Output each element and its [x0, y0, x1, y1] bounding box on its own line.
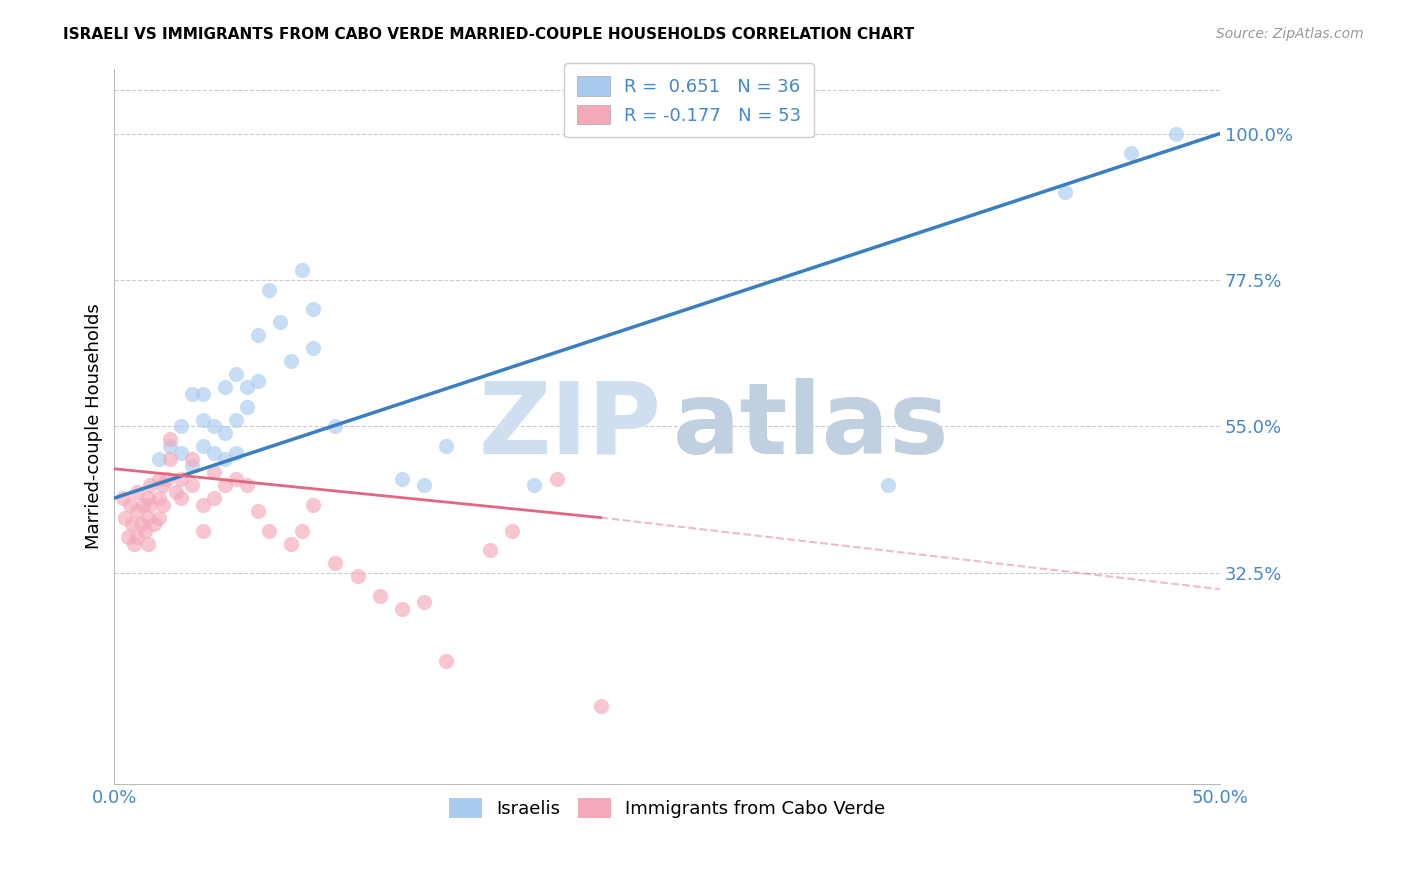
Point	[156, 471, 179, 485]
Point	[124, 536, 146, 550]
Point	[214, 380, 236, 394]
Point	[214, 452, 236, 467]
Point	[325, 556, 347, 570]
Point	[152, 498, 174, 512]
Point	[159, 433, 181, 447]
Point	[191, 387, 214, 401]
Point	[1164, 127, 1187, 141]
Point	[148, 452, 170, 467]
Point	[302, 498, 325, 512]
Point	[180, 452, 202, 467]
Point	[191, 413, 214, 427]
Point	[180, 458, 202, 473]
Point	[170, 471, 193, 485]
Point	[139, 498, 162, 512]
Point	[368, 589, 391, 603]
Point	[129, 517, 152, 532]
Point	[112, 491, 135, 505]
Point	[165, 484, 187, 499]
Point	[247, 374, 270, 388]
Point	[325, 419, 347, 434]
Point	[148, 491, 170, 505]
Point	[225, 445, 247, 459]
Point	[434, 654, 457, 668]
Point	[191, 498, 214, 512]
Point	[214, 425, 236, 440]
Point	[125, 484, 148, 499]
Point	[257, 283, 280, 297]
Point	[159, 452, 181, 467]
Point	[191, 524, 214, 538]
Point	[236, 478, 259, 492]
Text: ZIP: ZIP	[478, 378, 662, 475]
Point	[170, 419, 193, 434]
Point	[125, 504, 148, 518]
Point	[391, 601, 413, 615]
Point	[170, 491, 193, 505]
Point	[202, 491, 225, 505]
Point	[412, 478, 434, 492]
Point	[143, 517, 166, 532]
Point	[247, 504, 270, 518]
Point	[180, 478, 202, 492]
Point	[225, 368, 247, 382]
Point	[118, 498, 141, 512]
Point	[136, 491, 159, 505]
Point	[247, 328, 270, 343]
Point	[523, 478, 546, 492]
Point	[225, 471, 247, 485]
Point	[280, 536, 302, 550]
Text: ISRAELI VS IMMIGRANTS FROM CABO VERDE MARRIED-COUPLE HOUSEHOLDS CORRELATION CHAR: ISRAELI VS IMMIGRANTS FROM CABO VERDE MA…	[63, 27, 914, 42]
Point	[170, 445, 193, 459]
Point	[1121, 146, 1143, 161]
Point	[877, 478, 900, 492]
Point	[291, 524, 314, 538]
Point	[117, 530, 139, 544]
Point	[391, 471, 413, 485]
Legend: Israelis, Immigrants from Cabo Verde: Israelis, Immigrants from Cabo Verde	[441, 791, 893, 825]
Point	[191, 439, 214, 453]
Point	[136, 536, 159, 550]
Point	[501, 524, 523, 538]
Point	[346, 569, 368, 583]
Point	[434, 439, 457, 453]
Point	[280, 354, 302, 368]
Point	[180, 387, 202, 401]
Point	[148, 471, 170, 485]
Point	[114, 510, 136, 524]
Text: atlas: atlas	[672, 378, 949, 475]
Point	[202, 419, 225, 434]
Text: Source: ZipAtlas.com: Source: ZipAtlas.com	[1216, 27, 1364, 41]
Point	[291, 263, 314, 277]
Point	[132, 498, 155, 512]
Point	[152, 478, 174, 492]
Point	[214, 478, 236, 492]
Y-axis label: Married-couple Households: Married-couple Households	[86, 303, 103, 549]
Point	[202, 445, 225, 459]
Point	[148, 510, 170, 524]
Point	[1053, 185, 1076, 199]
Point	[412, 595, 434, 609]
Point	[236, 400, 259, 414]
Point	[589, 699, 612, 714]
Point	[136, 510, 159, 524]
Point	[134, 524, 156, 538]
Point	[139, 478, 162, 492]
Point	[202, 465, 225, 479]
Point	[302, 302, 325, 317]
Point	[269, 315, 291, 329]
Point	[257, 524, 280, 538]
Point	[546, 471, 568, 485]
Point	[479, 543, 502, 558]
Point	[159, 439, 181, 453]
Point	[236, 380, 259, 394]
Point	[225, 413, 247, 427]
Point	[125, 530, 148, 544]
Point	[302, 342, 325, 356]
Point	[121, 517, 143, 532]
